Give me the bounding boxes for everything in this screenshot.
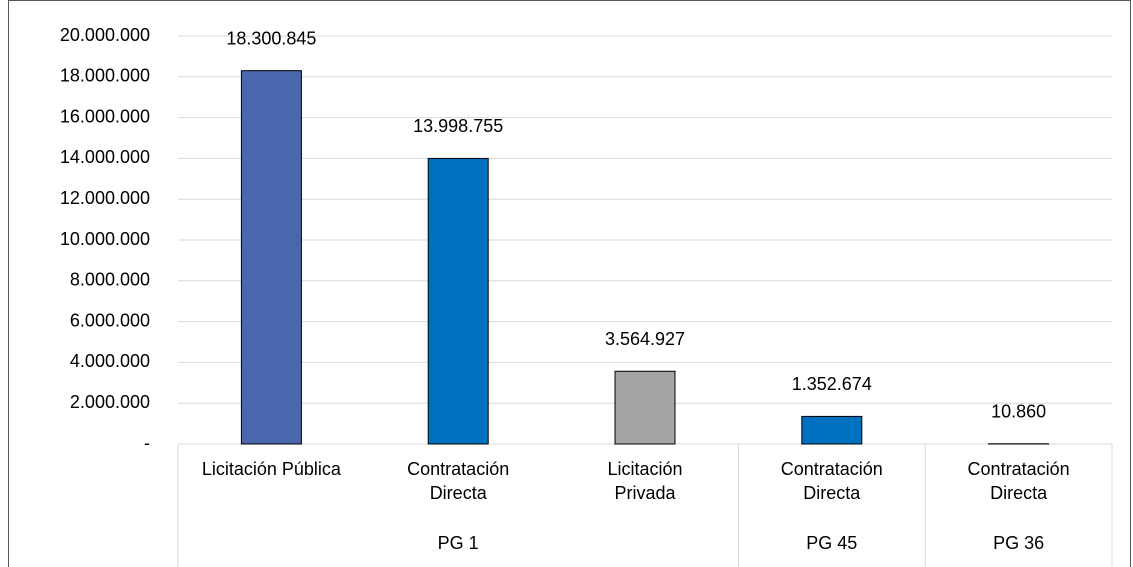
y-tick-label: 10.000.000: [60, 229, 150, 249]
bar: [240, 70, 302, 445]
y-tick-label: 4.000.000: [70, 351, 150, 371]
y-tick-label: 8.000.000: [70, 270, 150, 290]
y-tick-label: -: [144, 433, 150, 453]
y-tick-label: 2.000.000: [70, 392, 150, 412]
y-tick-label: 14.000.000: [60, 147, 150, 167]
y-tick-label: 20.000.000: [60, 25, 150, 45]
group-label: PG 36: [993, 533, 1045, 553]
y-tick-label: 6.000.000: [70, 310, 150, 330]
x-tick-label: Licitación Pública: [201, 459, 341, 479]
bar: [427, 157, 489, 445]
data-label: 3.564.927: [605, 329, 685, 349]
group-label: PG 1: [437, 533, 479, 553]
data-label: 1.352.674: [792, 374, 872, 394]
group-label: PG 45: [806, 533, 858, 553]
y-tick-label: 12.000.000: [60, 188, 150, 208]
bar: [801, 415, 863, 445]
data-label: 13.998.755: [413, 116, 503, 136]
chart-border: [8, 0, 1131, 567]
data-label: 10.860: [991, 402, 1046, 422]
y-tick-label: 18.000.000: [60, 66, 150, 86]
x-tick-label: Licitación Privada: [607, 459, 683, 503]
data-label: 18.300.845: [226, 28, 316, 48]
x-tick-label: Contratación Directa: [780, 459, 883, 503]
x-tick-label: Contratación Directa: [967, 459, 1070, 503]
y-tick-label: 16.000.000: [60, 106, 150, 126]
bar: [614, 370, 676, 445]
x-tick-label: Contratación Directa: [407, 459, 510, 503]
